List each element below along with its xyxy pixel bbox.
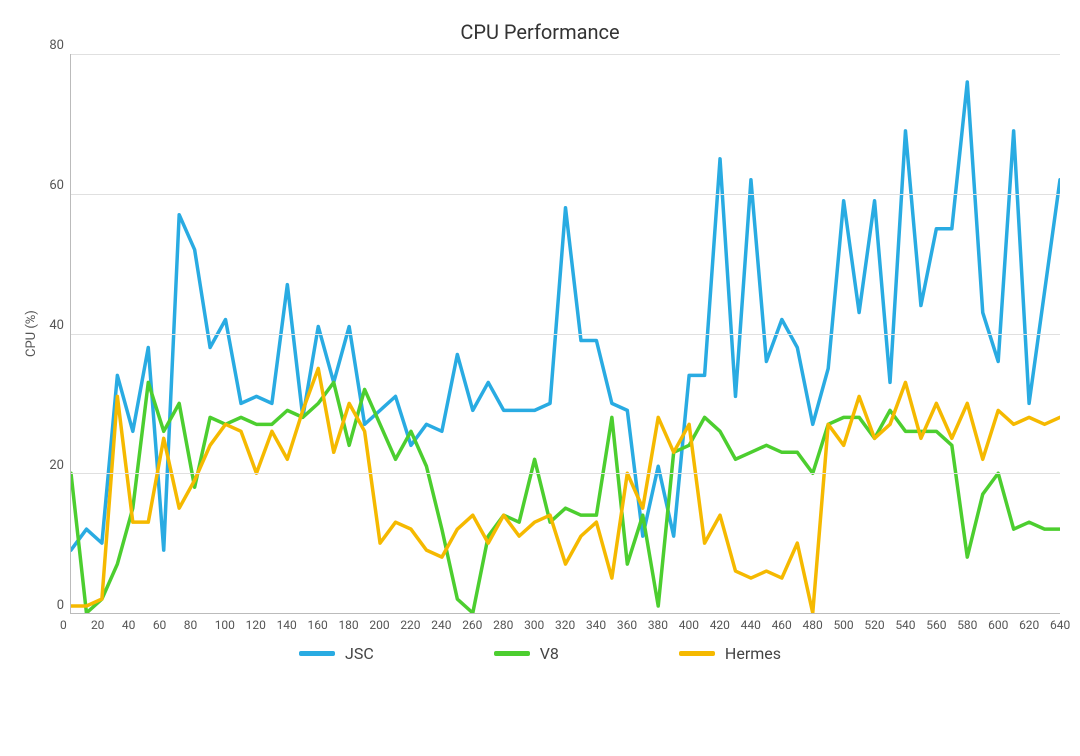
- series-hermes: [71, 368, 1060, 613]
- legend-label: JSC: [345, 644, 374, 663]
- plot-area: CPU (%) 806040200: [20, 54, 1060, 614]
- y-axis: 806040200: [40, 54, 70, 614]
- legend-label: Hermes: [725, 644, 781, 663]
- y-axis-label: CPU (%): [20, 54, 40, 614]
- legend-swatch: [299, 651, 335, 656]
- legend-swatch: [494, 651, 530, 656]
- grid-line: [71, 334, 1060, 335]
- cpu-performance-chart: CPU Performance CPU (%) 806040200 020406…: [20, 20, 1060, 736]
- chart-title: CPU Performance: [20, 20, 1060, 44]
- legend: JSC V8 Hermes: [20, 644, 1060, 663]
- grid-line: [71, 473, 1060, 474]
- grid-line: [71, 194, 1060, 195]
- legend-item-jsc: JSC: [299, 644, 374, 663]
- series-jsc: [71, 82, 1060, 550]
- legend-item-hermes: Hermes: [679, 644, 781, 663]
- legend-item-v8: V8: [494, 644, 559, 663]
- legend-swatch: [679, 651, 715, 656]
- grid-line: [71, 54, 1060, 55]
- legend-label: V8: [540, 644, 559, 663]
- plot: [70, 54, 1060, 614]
- series-v8: [71, 382, 1060, 613]
